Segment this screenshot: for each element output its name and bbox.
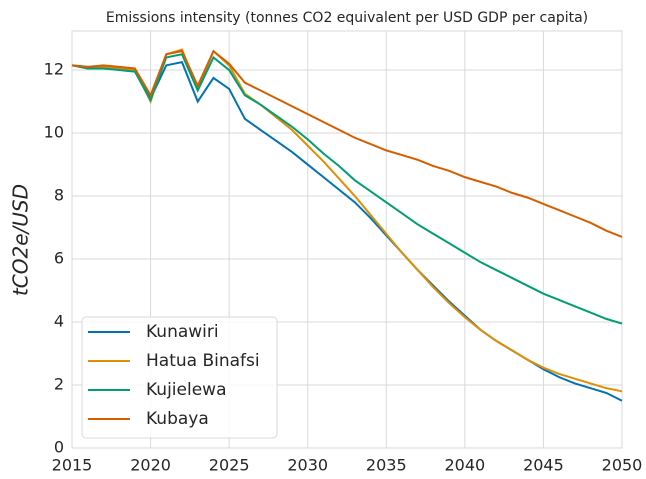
- legend-label: Kubaya: [146, 409, 209, 429]
- series-line: [71, 53, 623, 325]
- x-tick-label: 2020: [130, 456, 171, 475]
- x-tick-label: 2025: [209, 456, 250, 475]
- x-tick-label: 2030: [287, 456, 328, 475]
- y-tick-label: 6: [54, 249, 64, 268]
- y-axis-label: tCO2e/USD: [9, 184, 33, 296]
- x-tick-label: 2050: [602, 456, 643, 475]
- y-tick-label: 12: [44, 60, 64, 79]
- legend-box: [81, 316, 278, 439]
- chart-title: Emissions intensity (tonnes CO2 equivale…: [106, 10, 588, 26]
- legend-label: Hatua Binafsi: [146, 351, 260, 371]
- x-tick-label: 2040: [444, 456, 485, 475]
- x-tick-label: 2035: [366, 456, 407, 475]
- plot-frame: [71, 30, 623, 449]
- legend-label: Kujielewa: [146, 380, 226, 400]
- y-tick-label: 10: [44, 123, 64, 142]
- y-tick-label: 0: [54, 438, 64, 457]
- y-tick-label: 4: [54, 312, 64, 331]
- y-tick-label: 2: [54, 375, 64, 394]
- legend-label: Kunawiri: [146, 322, 219, 342]
- series-line: [71, 49, 623, 238]
- x-tick-label: 2045: [523, 456, 564, 475]
- x-tick-label: 2015: [52, 456, 93, 475]
- y-tick-label: 8: [54, 186, 64, 205]
